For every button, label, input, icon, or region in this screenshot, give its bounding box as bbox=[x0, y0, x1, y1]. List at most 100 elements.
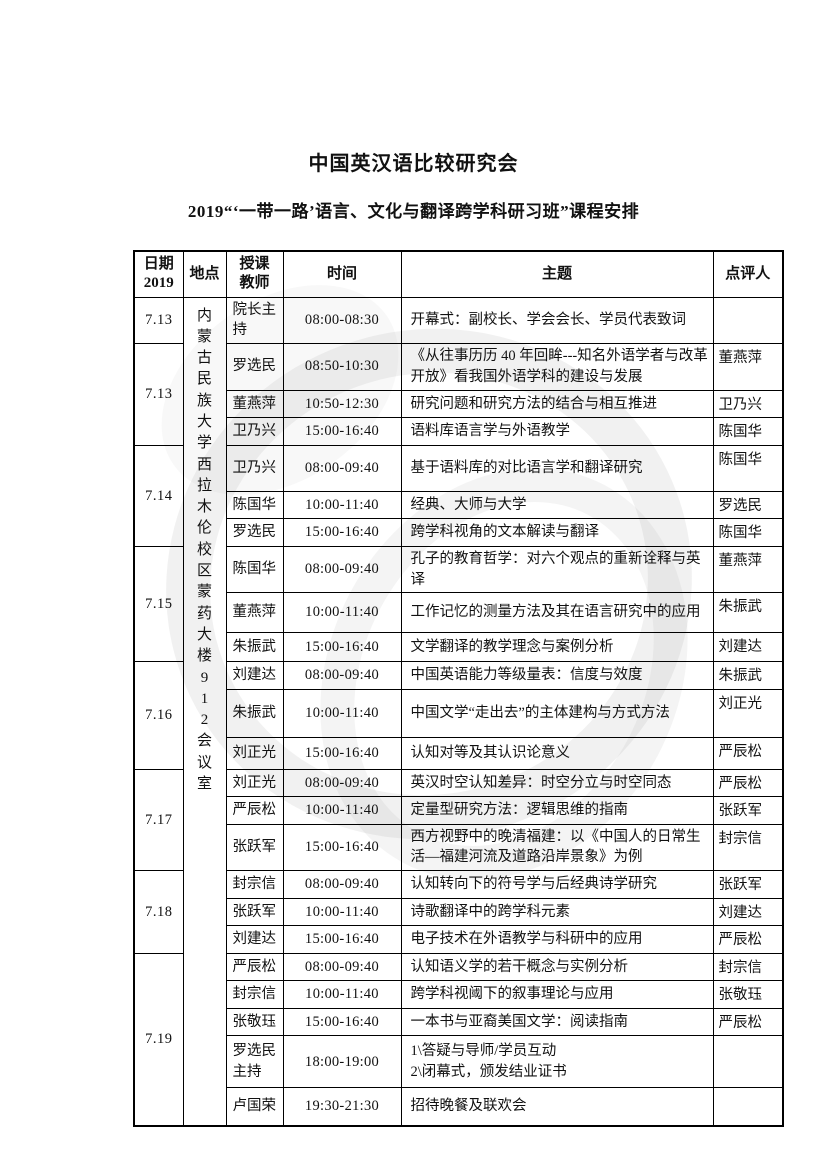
reviewer-cell: 张敬珏 bbox=[712, 980, 784, 1009]
table-row: 封宗信 10:00-11:40 跨学科视阈下的叙事理论与应用 张敬珏 bbox=[134, 980, 784, 1009]
time-cell: 08:00-09:40 bbox=[282, 661, 402, 690]
reviewer-cell bbox=[712, 1035, 784, 1089]
date-cell: 7.17 bbox=[133, 768, 184, 872]
teacher-cell: 卫乃兴 bbox=[225, 444, 284, 492]
table-row: 严辰松 10:00-11:40 定量型研究方法：逻辑思维的指南 张跃军 bbox=[134, 796, 784, 825]
table-row: 7.18 封宗信 08:00-09:40 认知转向下的符号学与后经典诗学研究 张跃军 bbox=[133, 870, 784, 954]
topic-cell: 经典、大师与大学 bbox=[400, 490, 714, 520]
time-cell: 15:00-16:40 bbox=[282, 823, 402, 872]
topic-cell: 定量型研究方法：逻辑思维的指南 bbox=[400, 796, 714, 825]
teacher-cell: 封宗信 bbox=[225, 870, 284, 899]
table-row: 刘正光 15:00-16:40 认知对等及其认识论意义 严辰松 bbox=[134, 736, 784, 770]
date-cell: 7.16 bbox=[133, 661, 184, 770]
reviewer-cell: 严辰松 bbox=[712, 736, 784, 770]
time-cell: 10:00-11:40 bbox=[282, 592, 402, 634]
topic-cell: 跨学科视阈下的叙事理论与应用 bbox=[400, 980, 714, 1009]
reviewer-cell: 陈国华 bbox=[712, 417, 784, 446]
reviewer-cell: 刘正光 bbox=[712, 688, 784, 738]
reviewer-cell: 严辰松 bbox=[712, 925, 784, 954]
time-cell: 08:00-08:30 bbox=[282, 296, 402, 344]
time-cell: 08:50-10:30 bbox=[282, 342, 402, 391]
teacher-cell: 封宗信 bbox=[225, 980, 284, 1009]
teacher-cell: 朱振武 bbox=[225, 688, 284, 738]
table-row: 7.13 内 蒙 古 民 族 大 学 西 拉 木 伦 校 区 蒙 药 大 楼 9 … bbox=[133, 296, 784, 1127]
time-cell: 18:00-19:00 bbox=[282, 1035, 402, 1089]
topic-cell: 文学翻译的教学理念与案例分析 bbox=[400, 632, 714, 663]
page-title: 中国英汉语比较研究会 bbox=[308, 153, 519, 175]
reviewer-cell: 罗选民 bbox=[712, 490, 784, 520]
time-cell: 15:00-16:40 bbox=[282, 632, 402, 663]
reviewer-cell: 董燕萍 bbox=[712, 545, 784, 594]
time-cell: 15:00-16:40 bbox=[282, 1007, 402, 1037]
topic-cell: 认知对等及其认识论意义 bbox=[400, 736, 714, 770]
time-cell: 15:00-16:40 bbox=[282, 736, 402, 770]
table-row: 7.14 卫乃兴 08:00-09:40 基于语料库的对比语言学和翻译研究 陈国华 bbox=[133, 444, 784, 547]
table-row: 朱振武 10:00-11:40 中国文学“走出去”的主体建构与方式方法 刘正光 bbox=[134, 688, 784, 738]
teacher-cell: 卢国荣 bbox=[225, 1087, 284, 1127]
time-cell: 08:00-09:40 bbox=[282, 545, 402, 594]
header-date: 日期 2019 bbox=[133, 250, 184, 298]
reviewer-cell: 董燕萍 bbox=[712, 342, 784, 391]
teacher-cell: 院长主持 bbox=[225, 296, 284, 344]
topic-cell: 英汉时空认知差异：时空分立与时空同态 bbox=[400, 768, 714, 798]
time-cell: 15:00-16:40 bbox=[282, 925, 402, 954]
header-topic: 主题 bbox=[400, 250, 714, 298]
date-cell: 7.18 bbox=[133, 870, 184, 954]
reviewer-cell: 封宗信 bbox=[712, 952, 784, 982]
teacher-cell: 陈国华 bbox=[225, 490, 284, 520]
topic-cell: 跨学科视角的文本解读与翻译 bbox=[400, 518, 714, 547]
time-cell: 10:00-11:40 bbox=[282, 688, 402, 738]
reviewer-cell: 严辰松 bbox=[712, 768, 784, 798]
teacher-cell: 陈国华 bbox=[225, 545, 284, 594]
teacher-cell: 卫乃兴 bbox=[225, 417, 284, 446]
reviewer-cell: 陈国华 bbox=[712, 444, 784, 492]
header-row: 日期 2019 地点 授课 教师 时间 主题 点评人 bbox=[133, 250, 784, 298]
table-row: 7.15 陈国华 08:00-09:40 孔子的教育哲学：对六个观点的重新诠释与英译董… bbox=[133, 545, 784, 663]
teacher-cell: 严辰松 bbox=[225, 952, 284, 982]
reviewer-cell: 封宗信 bbox=[712, 823, 784, 872]
date-cell: 7.19 bbox=[133, 952, 184, 1127]
time-cell: 15:00-16:40 bbox=[282, 417, 402, 446]
reviewer-cell: 张跃军 bbox=[712, 796, 784, 825]
time-cell: 08:00-09:40 bbox=[282, 444, 402, 492]
reviewer-cell bbox=[712, 296, 784, 344]
topic-cell: 认知转向下的符号学与后经典诗学研究 bbox=[400, 870, 714, 899]
date-cell: 7.15 bbox=[133, 545, 184, 663]
topic-cell: 开幕式：副校长、学会会长、学员代表致词 bbox=[400, 296, 714, 344]
reviewer-cell: 严辰松 bbox=[712, 1007, 784, 1037]
table-row: 卫乃兴 15:00-16:40 语料库语言学与外语教学 陈国华 bbox=[134, 417, 784, 446]
time-cell: 08:00-09:40 bbox=[282, 870, 402, 899]
reviewer-cell: 张跃军 bbox=[712, 870, 784, 899]
time-cell: 19:30-21:30 bbox=[282, 1087, 402, 1127]
teacher-cell: 严辰松 bbox=[225, 796, 284, 825]
date-cell: 7.13 bbox=[133, 296, 184, 344]
topic-cell: 1\答疑与导师/学员互动 2\闭幕式，颁发结业证书 bbox=[400, 1035, 714, 1089]
teacher-cell: 张跃军 bbox=[225, 897, 284, 927]
time-cell: 08:00-09:40 bbox=[282, 952, 402, 982]
header-teacher: 授课 教师 bbox=[225, 250, 284, 298]
teacher-cell: 张跃军 bbox=[225, 823, 284, 872]
table-row: 罗选民 15:00-16:40 跨学科视角的文本解读与翻译 陈国华 bbox=[134, 518, 784, 547]
table-row: 刘建达 15:00-16:40 电子技术在外语教学与科研中的应用 严辰松 bbox=[134, 925, 784, 954]
time-cell: 10:00-11:40 bbox=[282, 897, 402, 927]
time-cell: 10:00-11:40 bbox=[282, 980, 402, 1009]
time-cell: 15:00-16:40 bbox=[282, 518, 402, 547]
teacher-cell: 罗选民 bbox=[225, 342, 284, 391]
teacher-cell: 罗选民 bbox=[225, 518, 284, 547]
schedule-body: 7.13 内 蒙 古 民 族 大 学 西 拉 木 伦 校 区 蒙 药 大 楼 9 … bbox=[133, 296, 784, 1127]
reviewer-cell: 陈国华 bbox=[712, 518, 784, 547]
teacher-cell: 刘正光 bbox=[225, 768, 284, 798]
schedule-table: 日期 2019 地点 授课 教师 时间 主题 点评人 7.13 内 蒙 古 民 族… bbox=[133, 250, 784, 1127]
location-cell: 内 蒙 古 民 族 大 学 西 拉 木 伦 校 区 蒙 药 大 楼 9 1 2 … bbox=[182, 296, 227, 1127]
table-row: 董燕萍 10:00-11:40 工作记忆的测量方法及其在语言研究中的应用 朱振武 bbox=[134, 592, 784, 634]
topic-cell: 招待晚餐及联欢会 bbox=[400, 1087, 714, 1127]
reviewer-cell: 朱振武 bbox=[712, 661, 784, 690]
date-cell: 7.14 bbox=[133, 444, 184, 547]
teacher-cell: 张敬珏 bbox=[225, 1007, 284, 1037]
topic-cell: 诗歌翻译中的跨学科元素 bbox=[400, 897, 714, 927]
topic-cell: 《从往事历历 40 年回眸---知名外语学者与改革开放》看我国外语学科的建设与发… bbox=[400, 342, 714, 391]
topic-cell: 工作记忆的测量方法及其在语言研究中的应用 bbox=[400, 592, 714, 634]
table-row: 7.19 严辰松 08:00-09:40 认知语义学的若干概念与实例分析 封宗信 bbox=[133, 952, 784, 1127]
header-reviewer: 点评人 bbox=[712, 250, 784, 298]
